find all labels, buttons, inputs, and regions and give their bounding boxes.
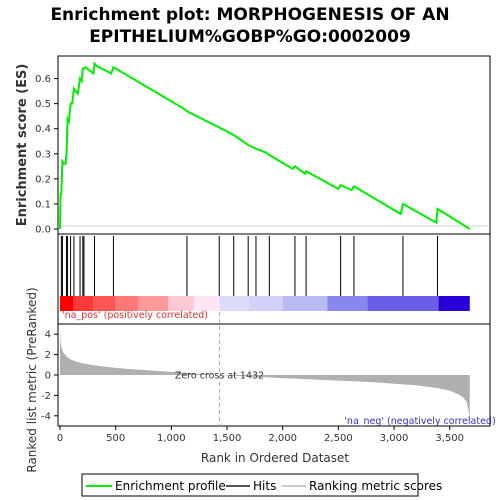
positive-correlation-label: 'na_pos' (positively correlated) xyxy=(62,310,208,321)
x-tick-label: 2,000 xyxy=(268,433,297,444)
color-band xyxy=(137,296,169,311)
es-y-axis-label: Enrichment score (ES) xyxy=(15,64,30,227)
x-tick-label: 500 xyxy=(106,433,125,444)
metric-y-tick-label: -4 xyxy=(41,411,51,422)
color-band xyxy=(282,296,328,311)
color-band xyxy=(249,296,283,311)
color-band xyxy=(193,296,220,311)
es-panel: 0.0 0.1 0.2 0.3 0.4 0.5 0.6 Enrichment score (… xyxy=(15,55,491,235)
legend-label-hits: Hits xyxy=(253,479,276,493)
color-band xyxy=(73,296,94,311)
color-band xyxy=(327,296,368,311)
x-tick-label: 2,500 xyxy=(324,433,353,444)
metric-y-tick-label: 4 xyxy=(45,330,51,341)
x-tick-label: 3,000 xyxy=(380,433,409,444)
x-tick-label: 1,500 xyxy=(213,433,242,444)
metric-x-ticks: 0 500 1,000 1,500 2,000 2,500 3,000 3,500 xyxy=(57,426,464,444)
color-band xyxy=(115,296,138,311)
es-y-tick-label: 0.5 xyxy=(35,99,51,110)
es-y-tick-label: 0.6 xyxy=(35,74,51,85)
es-y-ticks: 0.0 0.1 0.2 0.3 0.4 0.5 0.6 xyxy=(35,74,58,235)
legend-label-ranking-metric: Ranking metric scores xyxy=(309,479,442,493)
metric-panel: Zero cross at 1432 'na_pos' (positively … xyxy=(25,287,496,472)
color-band xyxy=(93,296,116,311)
metric-y-tick-label: 2 xyxy=(45,350,51,361)
metric-y-tick-label: 0 xyxy=(45,371,51,382)
hit-marks xyxy=(60,236,438,296)
color-band xyxy=(367,296,439,311)
color-band xyxy=(438,296,470,311)
es-y-tick-label: 0.2 xyxy=(35,174,51,185)
negative-correlation-label: 'na_neg' (negatively correlated) xyxy=(344,416,495,427)
es-y-tick-label: 0.4 xyxy=(35,124,51,135)
x-tick-label: 3,500 xyxy=(435,433,464,444)
color-band xyxy=(219,296,250,311)
legend-label-enrichment-profile: Enrichment profile xyxy=(115,479,226,493)
hits-panel xyxy=(57,233,491,325)
x-axis-label: Rank in Ordered Dataset xyxy=(201,451,349,465)
x-tick-label: 0 xyxy=(57,433,63,444)
chart-title-line-2: EPITHELIUM%GOBP%GO:0002009 xyxy=(89,27,411,47)
metric-y-axis-label: Ranked list metric (PreRanked) xyxy=(25,287,39,472)
chart-title-line-1: Enrichment plot: MORPHOGENESIS OF AN xyxy=(50,5,449,25)
color-band xyxy=(168,296,194,311)
es-panel-frame xyxy=(57,55,491,235)
metric-y-ticks: -4 -2 0 2 4 xyxy=(41,330,58,422)
es-y-tick-label: 0.3 xyxy=(35,149,51,160)
color-band xyxy=(60,296,74,311)
enrichment-profile-line xyxy=(59,61,471,230)
legend: Enrichment profile Hits Ranking metric s… xyxy=(81,473,442,497)
es-y-tick-label: 0.0 xyxy=(35,224,51,235)
es-y-tick-label: 0.1 xyxy=(35,199,51,210)
metric-y-tick-label: -2 xyxy=(41,391,51,402)
x-tick-label: 1,000 xyxy=(157,433,186,444)
zero-cross-label: Zero cross at 1432 xyxy=(175,371,264,382)
rank-color-bar xyxy=(60,296,470,311)
ranking-metric-area xyxy=(60,329,470,422)
